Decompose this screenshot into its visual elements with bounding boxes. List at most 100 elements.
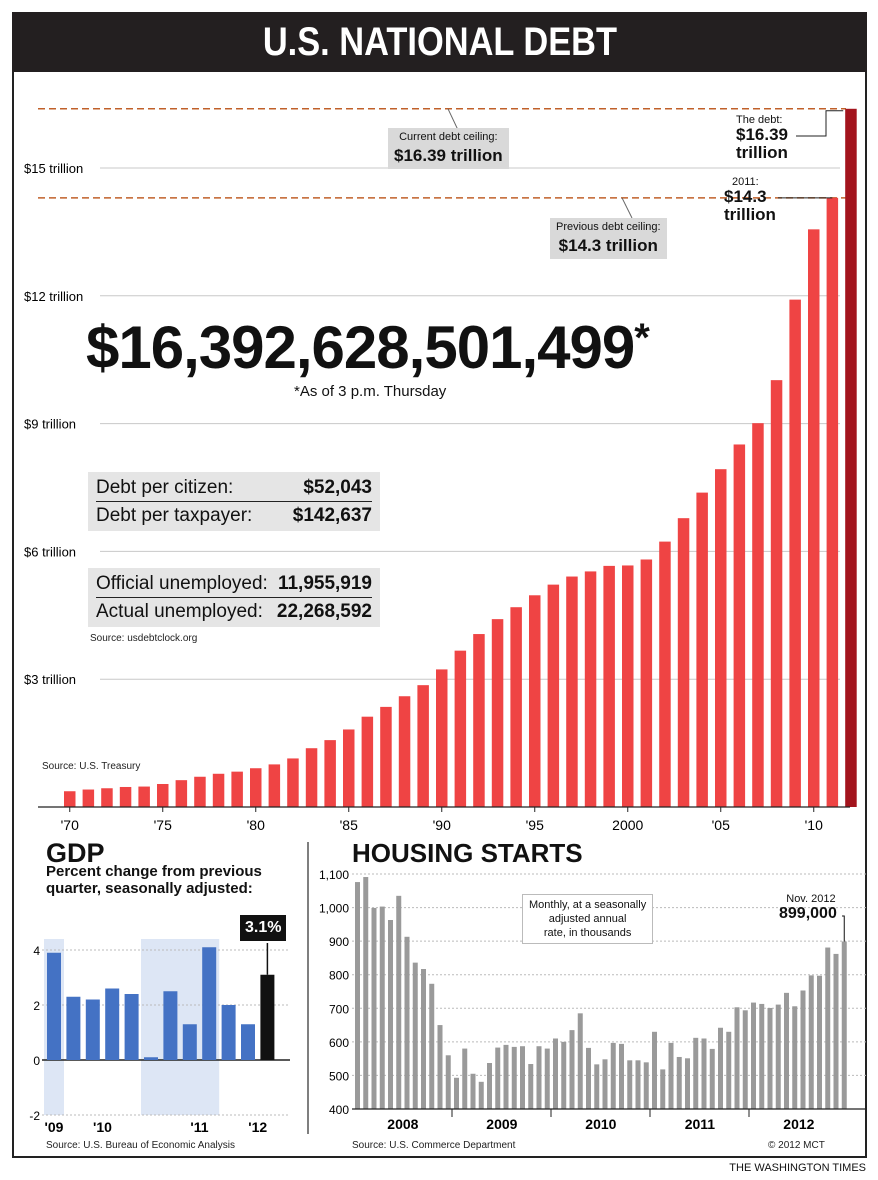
current-ceiling-value: $16.39 trillion	[394, 145, 503, 165]
debt-bar	[343, 729, 355, 807]
debt-source: Source: U.S. Treasury	[42, 761, 141, 772]
debt-xtick-label: '70	[61, 817, 79, 833]
debt-bar	[770, 380, 783, 807]
current-ceiling-label: Current debt ceiling:	[399, 131, 498, 143]
debt-bar	[808, 229, 820, 807]
debt-bar	[454, 650, 467, 807]
debt-bar	[473, 634, 485, 807]
stats-source: Source: usdebtclock.org	[90, 633, 198, 644]
current-ceiling-leader	[447, 108, 459, 131]
stat-label: Debt per taxpayer:	[96, 505, 253, 526]
big-debt-number: $16,392,628,501,499*	[86, 316, 650, 378]
debt-bar	[622, 565, 634, 807]
debt-bar	[845, 108, 857, 807]
housing-note-line1: Monthly, at a seasonally	[529, 899, 647, 911]
annotation-2011-value: $14.3	[724, 187, 767, 207]
debt-bar	[175, 780, 188, 807]
debt-xtick-label: '05	[712, 817, 730, 833]
debt-xtick-label: '95	[526, 817, 544, 833]
annotation-2011-unit: trillion	[724, 204, 776, 224]
stat-label: Actual unemployed:	[96, 601, 263, 622]
as-of-note: *As of 3 p.m. Thursday	[294, 383, 447, 400]
stat-label: Debt per citizen:	[96, 477, 234, 498]
housing-latest-date: Nov. 2012	[786, 893, 836, 905]
annotation-2011: 2011: $14.3 trillion	[724, 176, 776, 224]
debt-bar	[566, 576, 578, 807]
previous-ceiling-label: Previous debt ceiling:	[556, 221, 661, 233]
debt-bar	[640, 559, 653, 807]
debt-bar	[138, 786, 150, 807]
debt-bar	[491, 619, 504, 807]
debt-xtick-label: '10	[805, 817, 823, 833]
previous-ceiling-leader	[621, 197, 633, 219]
annotation-2011-label: 2011:	[732, 176, 759, 188]
unemployment-stats-box: Official unemployed: 11,955,919 Actual u…	[88, 568, 380, 627]
housing-latest-label: Nov. 2012 899,000	[779, 893, 837, 923]
big-debt-asterisk: *	[634, 316, 650, 360]
debt-ytick-label: $12 trillion	[24, 289, 83, 304]
debt-xtick-label: '90	[433, 817, 451, 833]
stat-value: $52,043	[303, 477, 372, 498]
debt-bar	[696, 492, 708, 807]
current-ceiling-callout: Current debt ceiling: $16.39 trillion	[388, 128, 509, 169]
stat-label: Official unemployed:	[96, 573, 268, 594]
debt-bar	[584, 571, 597, 807]
debt-bar	[250, 768, 262, 807]
debt-ytick-label: $9 trillion	[24, 417, 76, 432]
debt-xtick-label: '75	[154, 817, 172, 833]
debt-annotation-unit: trillion	[736, 142, 788, 162]
debt-annotation-value: $16.39	[736, 125, 788, 145]
debt-bar	[398, 696, 411, 807]
debt-per-citizen-row: Debt per citizen: $52,043	[96, 474, 372, 502]
gdp-subtitle: Percent change from previous quarter, se…	[46, 863, 262, 897]
page-title: U.S. NATIONAL DEBT	[12, 12, 867, 72]
debt-per-taxpayer-row: Debt per taxpayer: $142,637	[96, 502, 372, 529]
debt-annotation-label: The debt:	[736, 114, 783, 126]
publisher-credit: THE WASHINGTON TIMES	[729, 1162, 866, 1174]
debt-xtick-label: '80	[247, 817, 265, 833]
debt-bar	[119, 786, 132, 807]
housing-latest-value: 899,000	[779, 905, 837, 922]
previous-ceiling-callout: Previous debt ceiling: $14.3 trillion	[550, 218, 667, 259]
debt-bar	[157, 783, 169, 807]
gdp-subtitle-line1: Percent change from previous	[46, 863, 262, 880]
debt-bar	[529, 595, 541, 807]
stat-value: 11,955,919	[277, 573, 372, 594]
debt-bar	[305, 748, 318, 807]
actual-unemployed-row: Actual unemployed: 22,268,592	[96, 598, 372, 625]
debt-bar	[361, 716, 374, 807]
debt-bar	[659, 541, 671, 807]
debt-bar	[826, 197, 839, 807]
debt-bar	[789, 299, 801, 807]
debt-bar	[82, 789, 95, 807]
debt-bar	[715, 469, 727, 807]
gdp-subtitle-line2: quarter, seasonally adjusted:	[46, 880, 253, 897]
debt-bar	[380, 706, 392, 807]
housing-copyright: © 2012 MCT	[768, 1140, 825, 1151]
debt-xtick-label: '85	[340, 817, 358, 833]
official-unemployed-row: Official unemployed: 11,955,919	[96, 570, 372, 598]
debt-bar	[436, 669, 448, 807]
debt-bar	[212, 773, 225, 807]
gdp-title: GDP	[46, 838, 105, 868]
debt-annotation: The debt: $16.39 trillion	[736, 114, 788, 162]
debt-bar	[268, 764, 281, 807]
debt-bar	[752, 423, 764, 807]
stat-value: 22,268,592	[276, 601, 372, 622]
previous-ceiling-value: $14.3 trillion	[558, 235, 658, 255]
debt-bar	[547, 584, 560, 807]
housing-note-line3: rate, in thousands	[543, 927, 632, 939]
debt-annotation-leader	[796, 110, 844, 137]
housing-note-line2: adjusted annual	[548, 913, 627, 925]
debt-bar	[417, 685, 429, 807]
debt-bar	[101, 788, 113, 807]
housing-source: Source: U.S. Commerce Department	[352, 1140, 516, 1151]
debt-bar-chart: $3 trillion $6 trillion $9 trillion $12 tri…	[24, 108, 857, 833]
big-debt-value: $16,392,628,501,499	[86, 314, 635, 381]
gdp-source: Source: U.S. Bureau of Economic Analysis	[46, 1140, 235, 1151]
debt-bar	[677, 518, 690, 807]
debt-ytick-label: $6 trillion	[24, 544, 76, 559]
debt-bar	[194, 776, 206, 807]
debt-bar	[324, 740, 336, 807]
debt-bar	[64, 791, 76, 807]
